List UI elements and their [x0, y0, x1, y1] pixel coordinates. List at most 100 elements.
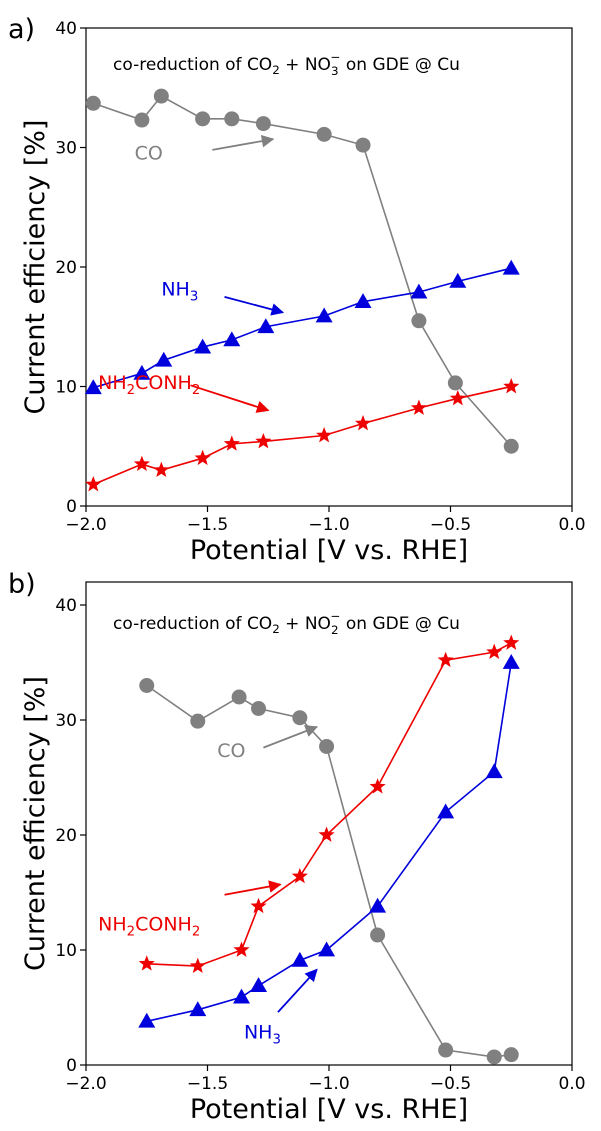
panel-b-data-point	[233, 941, 250, 957]
panel-a-series-0: CO	[85, 88, 519, 454]
panel-b-data-point	[503, 1047, 519, 1063]
panel-b-data-point	[251, 701, 267, 716]
panel-b-data-point	[437, 651, 454, 668]
panel-a-data-point	[354, 415, 372, 431]
panel-a-data-point	[153, 461, 170, 478]
panel-a-data-point	[316, 126, 332, 142]
panel-b-data-point	[486, 643, 503, 660]
panel-a-data-point	[85, 95, 101, 111]
panel-b-data-point	[292, 710, 308, 726]
panel-b-data-point	[138, 955, 155, 971]
panel-b-data-point	[503, 634, 520, 650]
panel-b-data-point	[190, 713, 206, 729]
panel-a-data-point	[354, 293, 372, 309]
panel-a-series-2: NH2CONH2	[85, 372, 520, 492]
panel-b-annotation-arrow-0	[263, 725, 319, 749]
panel-a-x-tick-label: −1.5	[187, 515, 228, 535]
panel-a-annotation-arrow-2	[190, 384, 270, 413]
panel-a-data-point	[84, 379, 102, 395]
panel-a-data-point	[133, 455, 150, 472]
panel-a-data-point	[155, 351, 173, 367]
panel-a-data-point	[224, 111, 240, 127]
panel-b-series-line-1	[146, 642, 512, 967]
panel-a-x-tick-label: 0.0	[558, 515, 585, 535]
panel-b-series-label-1: NH2CONH2	[98, 913, 200, 939]
panel-a-data-point	[410, 283, 428, 299]
panel-a-data-point	[503, 438, 519, 454]
panel-a-series-label-2: NH2CONH2	[98, 372, 200, 398]
panel-a-y-tick-label: 10	[55, 378, 77, 398]
panel-b-plot-frame	[85, 581, 573, 1066]
panel-b-y-tick-label: 30	[55, 711, 77, 731]
panel-a-data-point	[255, 116, 271, 132]
panel-b-x-tick-label: −1.5	[187, 1074, 228, 1094]
panel-a-x-tick-label: −2.0	[65, 515, 106, 535]
panel-b-title: co-reduction of CO2 + NO2− on GDE @ Cu	[113, 609, 460, 637]
panel-b-y-tick-label: 20	[55, 826, 77, 846]
panel-a-y-axis-label: Current efficiency [%]	[20, 120, 51, 415]
panel-b-series-0: CO	[139, 678, 519, 1065]
panel-b-y-axis-label: Current efficiency [%]	[20, 676, 51, 971]
panel-a-data-point	[255, 432, 272, 449]
panel-a-x-tick-label: −0.5	[430, 515, 471, 535]
panel-b-data-point	[502, 654, 520, 669]
panel-a-data-point	[315, 307, 333, 323]
panel-b-x-tick-label: −0.5	[430, 1074, 471, 1094]
panel-a-data-point	[503, 378, 520, 394]
panel-b-data-point	[318, 941, 336, 957]
panel-a-data-point	[449, 272, 467, 288]
panel-b-data-point	[139, 678, 155, 693]
panel-b-data-point	[437, 803, 455, 819]
panel-a-annotation-arrow-0	[212, 134, 275, 151]
panel-b-y-tick-label: 40	[55, 596, 77, 616]
panel-b-annotation-arrow-2	[277, 968, 318, 1013]
panel-b-data-point	[319, 738, 335, 754]
panel-a-x-tick-label: −1.0	[308, 515, 349, 535]
panel-b-data-point	[318, 826, 335, 842]
panel-b-series-label-2: NH3	[244, 1022, 281, 1048]
panel-a-y-tick-label: 20	[55, 258, 77, 278]
panel-a-data-point	[316, 427, 333, 443]
panel-b-x-tick-label: 0.0	[558, 1074, 585, 1094]
panel-b-data-point	[369, 897, 387, 913]
panel-b-y-tick-label: 0	[66, 1056, 77, 1076]
panel-b-series-1: NH2CONH2	[98, 634, 520, 973]
panel-a-data-point	[134, 112, 150, 128]
panel-a-data-point	[447, 375, 463, 391]
panel-b-data-point	[189, 957, 206, 973]
panel-a-data-point	[449, 389, 466, 406]
panel-a-series-1: NH3	[84, 259, 520, 395]
panel-a-data-point	[410, 399, 427, 415]
panel-b-series-label-0: CO	[217, 740, 245, 762]
panel-b-data-point	[250, 897, 267, 914]
panel-a-data-point	[411, 313, 427, 329]
panel-a-data-point	[195, 111, 211, 127]
panel-b-data-point	[369, 778, 386, 794]
panel-b-data-point	[231, 689, 247, 705]
panel-b-x-tick-label: −1.0	[308, 1074, 349, 1094]
panel-b-data-point	[291, 867, 308, 884]
panel-a-data-point	[223, 331, 241, 347]
panel-a-data-point	[133, 364, 151, 380]
panel-b-y-tick-label: 10	[55, 941, 77, 961]
panel-a-title: co-reduction of CO2 + NO3− on GDE @ Cu	[113, 50, 460, 78]
panel-b-data-point	[438, 1042, 454, 1058]
panel-b-data-point	[486, 1049, 502, 1065]
panel-a-chart: −2.0 −1.5 −1.0 −0.5 0.0 0 10 20 30 40 Potential [V…	[8, 14, 586, 566]
panel-b-panel-label: b)	[8, 569, 36, 600]
panel-a-x-axis-label: Potential [V vs. RHE]	[190, 535, 468, 566]
panel-b-x-axis-label: Potential [V vs. RHE]	[190, 1094, 468, 1125]
panel-a-data-point	[223, 435, 240, 451]
panel-b-series-line-2	[146, 662, 513, 1023]
panel-b-data-point	[250, 977, 268, 993]
panel-b-data-point	[233, 988, 251, 1004]
panel-b-x-tick-label: −2.0	[65, 1074, 106, 1094]
panel-b-data-point	[291, 951, 309, 967]
panel-a-series-line-2	[92, 385, 512, 486]
panel-a-y-tick-label: 0	[66, 497, 77, 517]
panel-a-data-point	[194, 338, 212, 354]
panel-b-data-point	[370, 927, 386, 943]
panel-a-data-point	[85, 475, 102, 492]
panel-a-data-point	[257, 318, 275, 334]
